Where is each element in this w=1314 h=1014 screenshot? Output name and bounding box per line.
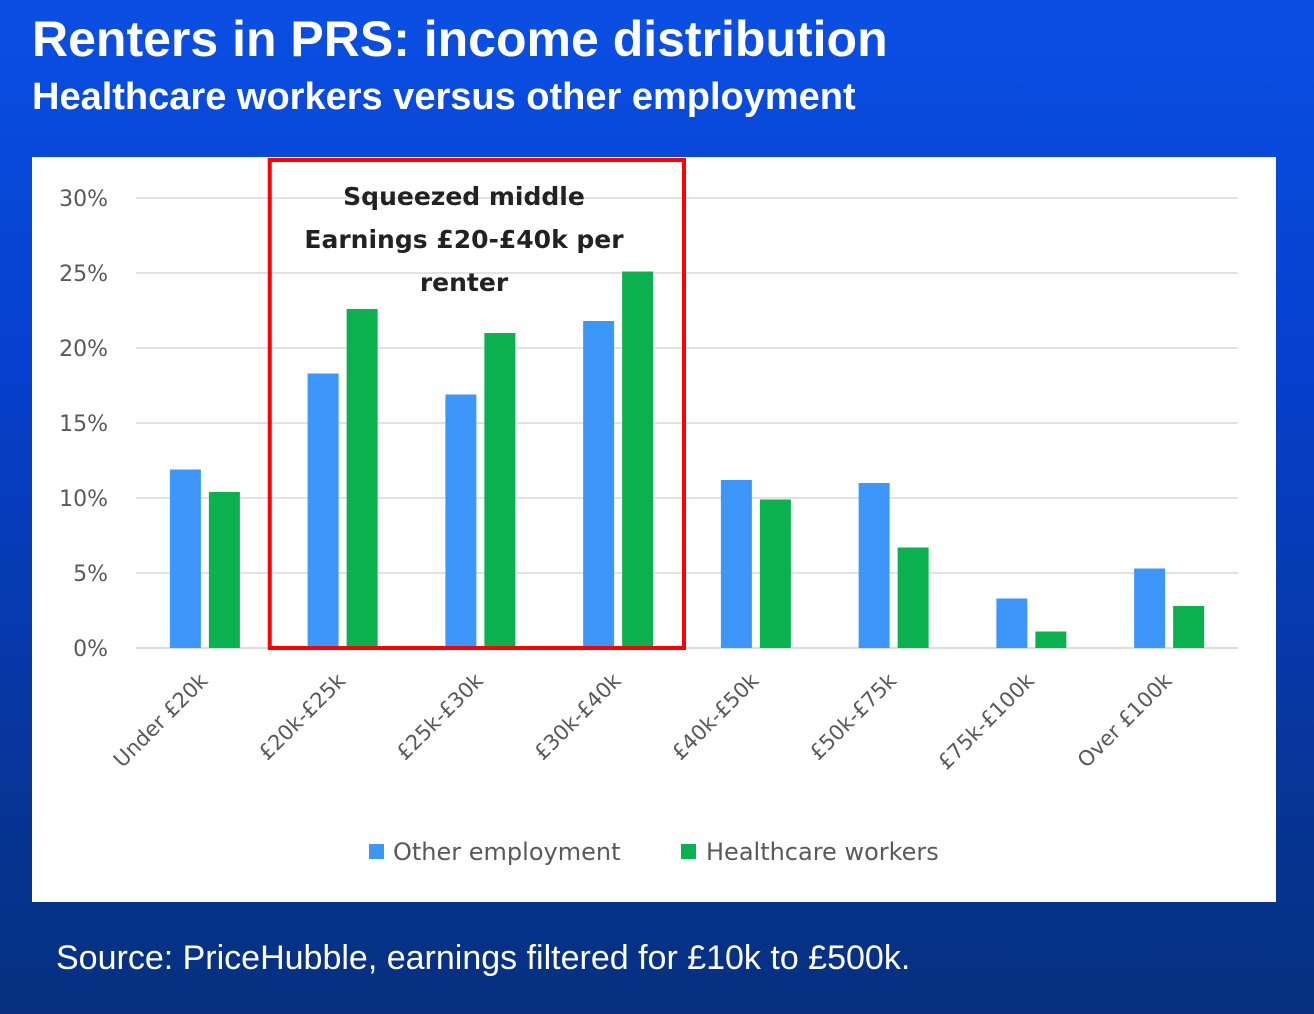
bar-other-employment [720,480,752,648]
legend-swatch-healthcare-workers [681,844,696,859]
bar-other-employment [858,483,890,648]
bar-other-employment [583,321,615,648]
y-tick-label: 0% [73,637,108,662]
x-category-label: £20k-£25k [254,668,351,765]
x-category-label: £50k-£75k [805,668,902,765]
bar-healthcare-workers [622,271,654,648]
x-category-label: £25k-£30k [392,668,489,765]
x-category-label: £40k-£50k [667,668,764,765]
y-tick-label: 20% [59,337,108,362]
page-subtitle: Healthcare workers versus other employme… [32,76,856,118]
bar-healthcare-workers [759,499,791,648]
bar-healthcare-workers [346,309,378,648]
bar-healthcare-workers [1035,631,1067,648]
bar-healthcare-workers [897,547,929,648]
x-axis-labels: Under £20k £20k-£25k £25k-£30k £30k-£40k £40… [109,668,1177,774]
legend-swatch-other-employment [369,844,384,859]
squeezed-middle-box [267,158,686,650]
y-tick-label: 25% [59,262,108,287]
bar-other-employment [307,373,339,648]
page-title: Renters in PRS: income distribution [32,11,888,67]
bars [169,271,1205,648]
income-distribution-chart: 0% 5% 10% 15% 20% 25% 30% Under £20k £20k-£25k £… [59,158,1238,866]
bar-other-employment [445,394,477,648]
x-category-label: £75k-£100k [933,668,1039,774]
y-tick-label: 15% [59,412,108,437]
annotation-line-1: Squeezed middle [343,182,585,211]
legend-label-healthcare-workers: Healthcare workers [706,838,939,866]
x-category-label: Under £20k [109,668,213,772]
bar-other-employment [996,598,1028,648]
x-category-label: £30k-£40k [529,668,626,765]
annotation-line-3: renter [420,268,509,297]
legend-label-other-employment: Other employment [393,838,620,866]
bar-healthcare-workers [208,492,240,648]
bar-healthcare-workers [484,333,516,648]
bar-healthcare-workers [1173,606,1205,648]
source-note: Source: PriceHubble, earnings filtered f… [56,939,911,977]
gridlines [136,197,1238,649]
y-tick-label: 10% [59,487,108,512]
chart-panel: 0% 5% 10% 15% 20% 25% 30% Under £20k £20k-£25k £… [32,157,1276,902]
bar-other-employment [169,469,201,648]
legend: Other employment Healthcare workers [369,838,939,866]
annotation-line-2: Earnings £20-£40k per [304,225,624,254]
x-category-label: Over £100k [1073,668,1177,772]
y-tick-label: 5% [73,562,108,587]
y-tick-label: 30% [59,187,108,212]
y-axis-ticks: 0% 5% 10% 15% 20% 25% 30% [59,187,108,662]
bar-other-employment [1134,568,1166,648]
